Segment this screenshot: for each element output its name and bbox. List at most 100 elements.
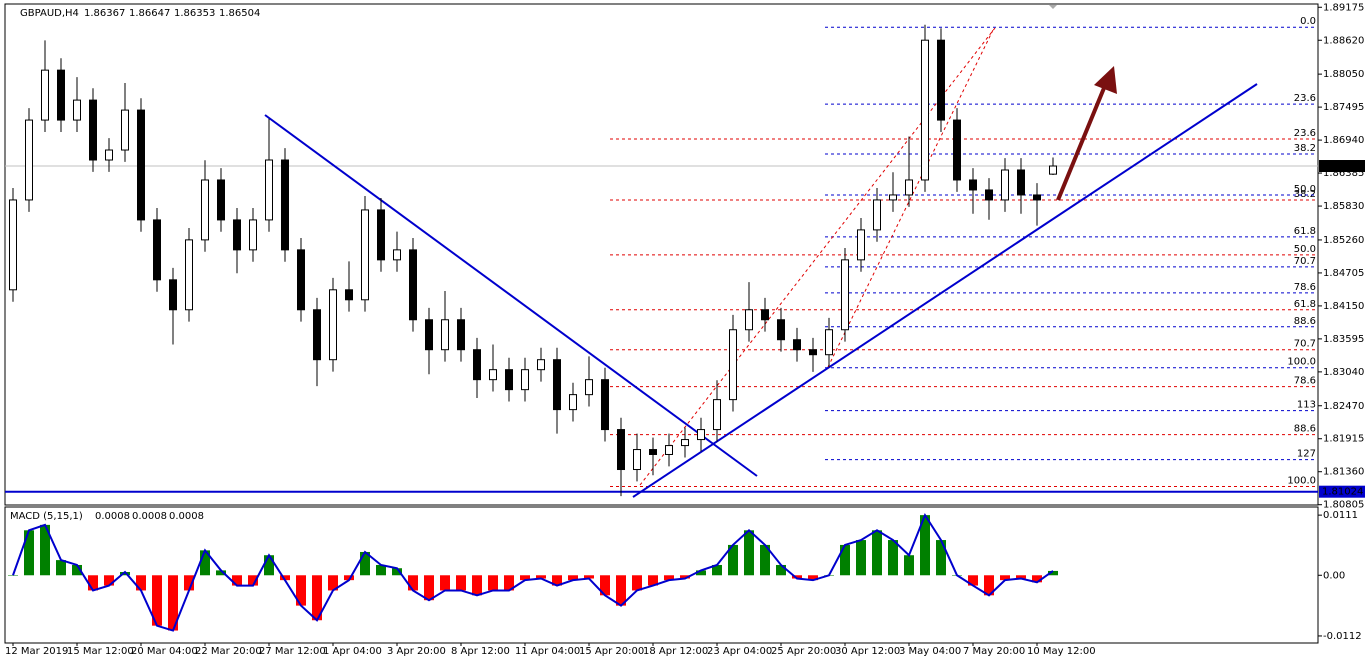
macd-bar: [1048, 570, 1058, 576]
ohlc-value: 1.86647: [129, 8, 170, 19]
fib-label: 38.2: [1294, 143, 1316, 154]
x-tick-label: 10 May 12:00: [1027, 646, 1096, 657]
candle-body: [9, 199, 17, 291]
y-tick-label: 1.88050: [1323, 69, 1364, 80]
y-tick-label: 1.85830: [1323, 201, 1364, 212]
macd-bar: [1000, 575, 1010, 581]
candle-body: [873, 199, 881, 231]
price-panel: [4, 3, 1319, 506]
fib-label: 23.6: [1294, 128, 1316, 139]
macd-bar: [744, 530, 754, 576]
macd-bar: [1032, 575, 1042, 583]
macd-bar: [8, 575, 18, 576]
macd-bar: [648, 575, 658, 586]
candle-body: [329, 289, 337, 361]
candle-body: [393, 249, 401, 261]
macd-bar: [88, 575, 98, 591]
macd-bar: [152, 575, 162, 626]
candle-body: [441, 319, 449, 351]
candle-body: [953, 119, 961, 181]
macd-bar: [792, 575, 802, 579]
current-price-box: [1319, 160, 1365, 173]
x-tick-label: 25 Apr 20:00: [771, 646, 836, 657]
y-tick-label: 1.84150: [1323, 301, 1364, 312]
macd-bar: [392, 568, 402, 576]
macd-bar: [728, 544, 738, 576]
fib-label: 127: [1297, 449, 1316, 460]
macd-bar: [536, 575, 546, 579]
macd-bar: [408, 575, 418, 591]
candle-body: [489, 369, 497, 381]
x-tick-label: 30 Apr 12:00: [835, 646, 900, 657]
y-tick-label: 1.89175: [1323, 2, 1364, 13]
fib-label: 78.6: [1294, 282, 1316, 293]
macd-bar: [120, 572, 130, 576]
candle-body: [473, 349, 481, 381]
macd-bar: [280, 575, 290, 581]
macd-bar: [504, 575, 514, 591]
candle-body: [457, 319, 465, 351]
fib-label: 78.6: [1294, 376, 1316, 387]
candle-body: [57, 69, 65, 121]
candle-body: [169, 279, 177, 311]
candle-body: [969, 179, 977, 191]
macd-bar: [632, 575, 642, 591]
candle-body: [729, 329, 737, 401]
y-tick-label: 1.83595: [1323, 334, 1364, 345]
y-tick-label: 1.80805: [1323, 500, 1364, 511]
candle-body: [905, 179, 913, 196]
support-price-box: [1319, 485, 1365, 498]
candle-body: [569, 394, 577, 411]
fib-label: 61.8: [1294, 299, 1316, 310]
macd-bar: [24, 530, 34, 576]
macd-bar: [232, 575, 242, 586]
macd-bar: [712, 564, 722, 576]
y-tick-label: 1.81915: [1323, 434, 1364, 445]
fib-label: 70.7: [1294, 339, 1316, 350]
macd-bar: [56, 560, 66, 576]
fib-label: 70.7: [1294, 256, 1316, 267]
macd-bar: [920, 515, 930, 576]
candle-body: [553, 359, 561, 411]
candle-body: [201, 179, 209, 241]
candle-body: [857, 229, 865, 261]
macd-bar: [568, 575, 578, 581]
candle-body: [745, 309, 753, 331]
fib-label: 50.0: [1294, 184, 1316, 195]
macd-bar: [968, 575, 978, 586]
y-tick-label: 1.84705: [1323, 268, 1364, 279]
channel-line: [639, 27, 996, 486]
candle-body: [809, 349, 817, 356]
macd-bar: [904, 555, 914, 576]
candle-body: [409, 249, 417, 321]
arrow-head: [1094, 66, 1117, 94]
macd-bar: [40, 524, 50, 576]
macd-value: 0.0008: [132, 511, 167, 522]
candle-body: [265, 159, 273, 221]
macd-bar: [840, 544, 850, 576]
candle-body: [137, 109, 145, 221]
x-tick-label: 3 May 04:00: [899, 646, 961, 657]
candle-body: [713, 399, 721, 431]
y-tick-label: 1.82470: [1323, 401, 1364, 412]
candle-body: [121, 109, 129, 151]
y-tick-label: 1.81360: [1323, 467, 1364, 478]
macd-bar: [600, 575, 610, 596]
candle-body: [153, 219, 161, 281]
y-tick-label: -0.0112: [1323, 631, 1362, 642]
fib-label: 0.0: [1300, 16, 1316, 27]
candle-body: [425, 319, 433, 351]
candle-body: [1033, 194, 1041, 201]
candle-body: [585, 379, 593, 396]
x-tick-label: 12 Mar 2019: [5, 646, 68, 657]
candle-body: [825, 329, 833, 356]
x-tick-label: 3 Apr 20:00: [387, 646, 446, 657]
y-tick-label: 1.86385: [1323, 168, 1364, 179]
candle-body: [985, 189, 993, 201]
candle-body: [761, 309, 769, 321]
shift-marker: [1049, 5, 1057, 9]
macd-bar: [488, 575, 498, 591]
macd-bar: [424, 575, 434, 601]
x-tick-label: 11 Apr 04:00: [515, 646, 580, 657]
macd-bar: [456, 575, 466, 591]
